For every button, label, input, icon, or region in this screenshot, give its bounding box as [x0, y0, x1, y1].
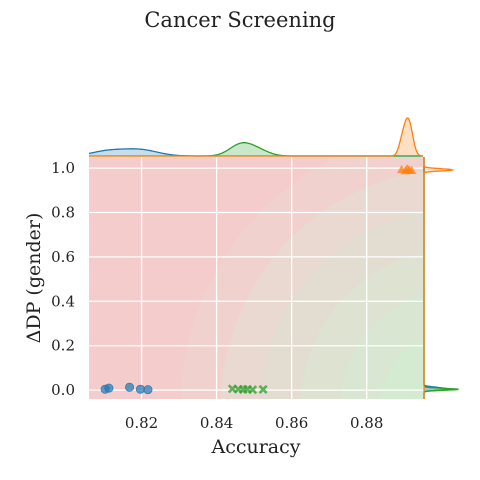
- x-tick-labels: 0.82 0.84 0.86 0.88: [125, 414, 384, 432]
- point-s1-4: [248, 385, 258, 395]
- y-tick-labels: 0.0 0.2 0.4 0.6 0.8 1.0: [51, 159, 75, 399]
- right-kde-line-0: [423, 157, 450, 399]
- y-axis-label: ΔDP (gender): [23, 213, 45, 344]
- x-tick-label-3: 0.88: [350, 414, 383, 432]
- right-kde-fill-1: [424, 157, 458, 399]
- x-tick-label-1: 0.84: [200, 414, 233, 432]
- x-tick-label-2: 0.86: [275, 414, 308, 432]
- x-axis-label: Accuracy: [210, 436, 300, 458]
- y-tick-label-5: 1.0: [51, 159, 75, 177]
- right-marginal-kde: [423, 157, 460, 399]
- y-tick-label-0: 0.0: [51, 381, 75, 399]
- top-marginal-kde: [88, 117, 424, 157]
- x-tick-label-0: 0.82: [125, 414, 158, 432]
- right-kde-line-2: [423, 157, 455, 399]
- plot-area: [89, 157, 423, 399]
- top-kde-line-2: [89, 117, 424, 157]
- y-tick-label-3: 0.6: [51, 248, 75, 266]
- point-s0-3: [135, 384, 145, 394]
- plot-background: [89, 157, 423, 399]
- background-band-5: [381, 337, 423, 399]
- grid-lines: [89, 157, 423, 399]
- point-s0-2: [125, 382, 135, 392]
- point-s1-5: [258, 384, 268, 394]
- y-tick-label-2: 0.4: [51, 292, 75, 310]
- point-s0-1: [104, 383, 114, 393]
- right-kde-fill-0: [424, 157, 449, 399]
- point-s0-4: [143, 385, 153, 395]
- right-kde-fill-2: [424, 157, 453, 399]
- right-kde-line-1: [423, 157, 460, 399]
- y-tick-label-4: 0.8: [51, 204, 75, 222]
- y-tick-label-1: 0.2: [51, 337, 75, 355]
- chart-title: Cancer Screening: [144, 8, 335, 32]
- top-kde-fill-1: [89, 142, 423, 156]
- point-s2-4: [407, 165, 417, 175]
- data-points: [100, 164, 417, 395]
